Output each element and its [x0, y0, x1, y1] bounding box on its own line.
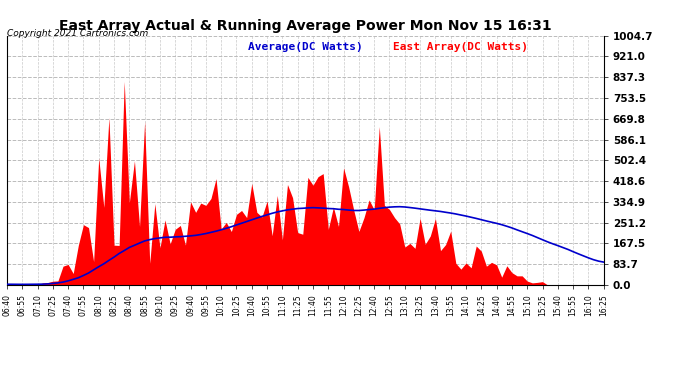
Title: East Array Actual & Running Average Power Mon Nov 15 16:31: East Array Actual & Running Average Powe…: [59, 19, 551, 33]
Text: Average(DC Watts): Average(DC Watts): [248, 42, 363, 52]
Text: East Array(DC Watts): East Array(DC Watts): [393, 42, 528, 52]
Text: Copyright 2021 Cartronics.com: Copyright 2021 Cartronics.com: [7, 28, 148, 38]
